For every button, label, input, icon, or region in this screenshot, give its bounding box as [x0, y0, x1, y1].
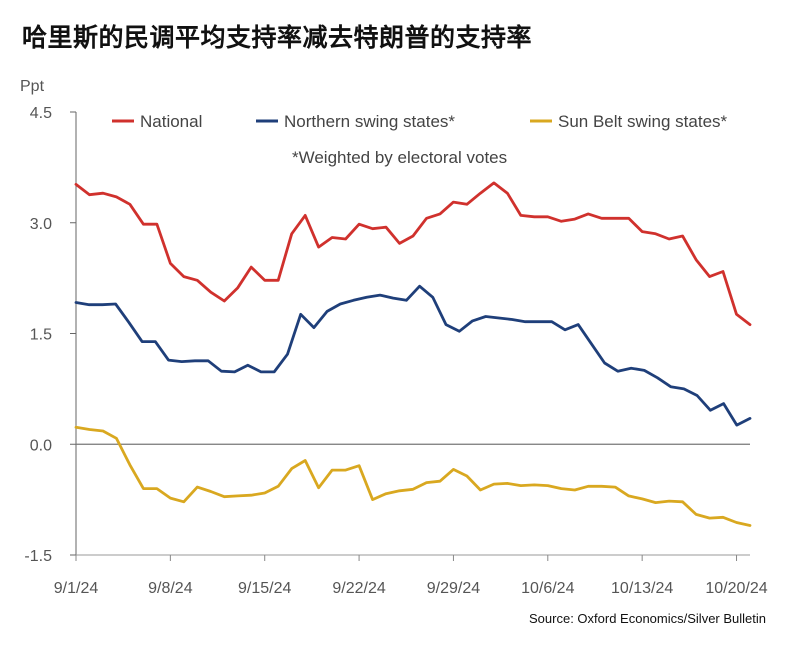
y-tick-label: -1.5 [24, 548, 52, 565]
series-line-sun-belt-swing-states [74, 425, 752, 527]
x-tick-label: 9/15/24 [238, 580, 291, 597]
legend-label: Sun Belt swing states* [558, 112, 728, 131]
chart-title: 哈里斯的民调平均支持率减去特朗普的支持率 [22, 23, 533, 52]
y-tick-label: 3.0 [30, 216, 52, 233]
source-note: Source: Oxford Economics/Silver Bulletin [529, 611, 766, 626]
x-tick-label: 10/6/24 [521, 580, 574, 597]
y-axis-label: Ppt [20, 78, 45, 95]
series-line-national [74, 181, 752, 327]
x-tick-label: 9/29/24 [427, 580, 480, 597]
y-tick-label: 1.5 [30, 327, 52, 344]
y-tick-label: 0.0 [30, 437, 52, 454]
legend-note: *Weighted by electoral votes [292, 148, 507, 167]
legend-label: Northern swing states* [284, 112, 455, 131]
legend-label: National [140, 112, 202, 131]
y-tick-label: 4.5 [30, 105, 52, 122]
x-tick-label: 9/22/24 [332, 580, 385, 597]
series-line-northern-swing-states [74, 284, 752, 427]
x-tick-label: 10/13/24 [611, 580, 673, 597]
x-tick-label: 9/8/24 [148, 580, 193, 597]
x-tick-label: 10/20/24 [705, 580, 767, 597]
x-tick-label: 9/1/24 [54, 580, 99, 597]
